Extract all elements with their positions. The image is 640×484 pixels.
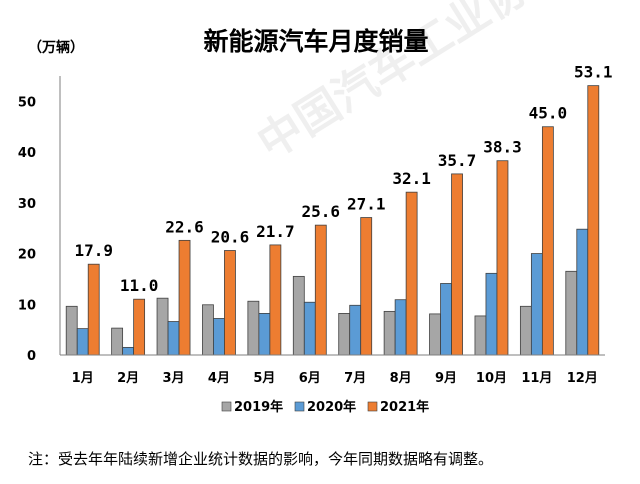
- bar-2021年-11月: [541, 126, 554, 356]
- bar-2021年-12月: [587, 85, 600, 356]
- legend-swatch: [221, 401, 232, 412]
- footnote: 注：受去年年陆续新增企业统计数据的影响，今年同期数据略有调整。: [28, 450, 493, 468]
- bar-2020年-1月: [76, 328, 89, 356]
- data-label: 20.6: [211, 228, 250, 247]
- data-labels-layer: 17.9 11.0 22.6 20.6 21.7 25.6 27.1 32.1 35.7 38.3…: [74, 63, 612, 296]
- legend-swatch: [294, 401, 305, 412]
- legend-label: 2020年: [307, 399, 356, 415]
- bar-2019年-4月: [202, 304, 214, 356]
- data-label: 27.1: [347, 195, 386, 214]
- y-tick-label: 10: [18, 298, 36, 313]
- y-tick-label: 50: [18, 95, 36, 110]
- x-tick-label: 1月: [72, 371, 94, 386]
- bar-2019年-12月: [565, 270, 578, 356]
- bar-2020年-11月: [530, 253, 543, 356]
- bar-2020年-12月: [576, 228, 589, 356]
- data-label: 25.6: [302, 202, 341, 221]
- bar-2019年-3月: [156, 297, 169, 356]
- bar-2020年-9月: [440, 283, 452, 356]
- bar-2020年-7月: [349, 304, 362, 356]
- bar-2021年-6月: [314, 224, 327, 356]
- bar-2019年-8月: [383, 310, 396, 356]
- bar-2021年-3月: [178, 239, 191, 356]
- bar-2021年-10月: [496, 160, 509, 356]
- x-tick-label: 12月: [567, 371, 598, 386]
- bar-2019年-10月: [474, 315, 487, 356]
- bar-2020年-6月: [303, 301, 316, 356]
- bar-2021年-2月: [133, 298, 146, 356]
- bar-2021年-5月: [269, 244, 282, 356]
- bar-2019年-6月: [292, 275, 305, 356]
- bar-2021年-4月: [224, 250, 236, 356]
- x-axis-ticks: 1月 2月 3月 4月 5月 6月 7月 8月 9月 10月 11月 12月: [72, 371, 598, 386]
- bar-2019年-1月: [65, 305, 78, 356]
- x-tick-label: 2月: [117, 371, 139, 386]
- bar-2020年-8月: [394, 299, 407, 356]
- legend-swatch: [367, 401, 378, 412]
- x-tick-label: 3月: [163, 371, 185, 386]
- bar-2020年-4月: [213, 318, 225, 356]
- x-tick-label: 8月: [390, 371, 412, 386]
- x-tick-label: 10月: [476, 371, 507, 386]
- data-label: 22.6: [165, 217, 204, 236]
- bar-2019年-7月: [338, 313, 351, 356]
- y-tick-label: 40: [18, 146, 36, 161]
- bar-2019年-5月: [247, 300, 260, 356]
- data-label: 21.7: [256, 222, 295, 241]
- x-tick-label: 7月: [344, 371, 366, 386]
- bar-2020年-3月: [167, 321, 180, 356]
- data-label: 53.1: [574, 63, 613, 82]
- data-label: 45.0: [529, 104, 568, 123]
- bar-2019年-2月: [111, 327, 124, 356]
- bar-2021年-7月: [360, 217, 373, 356]
- data-label: 11.0: [120, 276, 159, 295]
- data-label: 35.7: [438, 151, 477, 170]
- bar-2019年-11月: [519, 305, 532, 356]
- data-label: 38.3: [483, 138, 522, 157]
- y-axis-ticks: 0 10 20 30 40 50: [18, 95, 36, 364]
- bar-2019年-9月: [429, 313, 441, 356]
- x-tick-label: 5月: [253, 371, 275, 386]
- unit-label: （万辆）: [28, 39, 84, 56]
- x-tick-label: 6月: [299, 371, 321, 386]
- legend-label: 2019年: [234, 399, 283, 415]
- bars-layer: [65, 85, 600, 356]
- bar-2021年-1月: [87, 263, 100, 356]
- y-tick-label: 20: [18, 248, 36, 263]
- x-tick-label: 11月: [521, 371, 552, 386]
- x-tick-label: 9月: [435, 371, 457, 386]
- data-label: 32.1: [392, 169, 431, 188]
- bar-2021年-8月: [405, 191, 418, 356]
- bar-2021年-9月: [451, 173, 463, 356]
- y-tick-label: 0: [27, 349, 36, 364]
- data-label: 17.9: [74, 241, 113, 260]
- x-tick-label: 4月: [208, 371, 230, 386]
- bar-2020年-5月: [258, 313, 271, 356]
- bar-2020年-2月: [122, 346, 135, 356]
- bar-2020年-10月: [485, 272, 498, 356]
- legend-label: 2021年: [380, 399, 429, 415]
- legend: 2019年 2020年 2021年: [221, 399, 429, 415]
- chart-title: 新能源汽车月度销量: [203, 27, 428, 56]
- watermark: 中国汽车工业协会: [249, 0, 575, 169]
- y-tick-label: 30: [18, 197, 36, 212]
